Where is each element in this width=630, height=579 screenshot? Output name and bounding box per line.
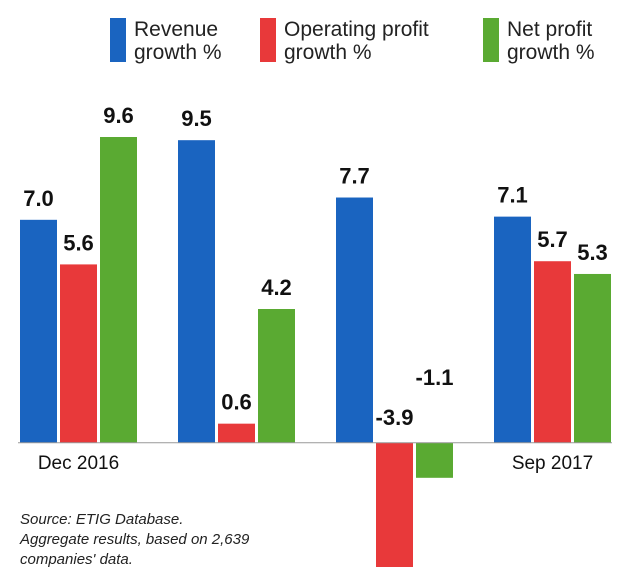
source-note: Source: ETIG Database. Aggregate results… <box>20 511 250 568</box>
value-label: -3.9 <box>376 405 414 430</box>
value-label: 9.5 <box>181 106 212 131</box>
bar <box>20 219 57 443</box>
legend-item: Net profit growth % <box>483 18 617 64</box>
value-label: 4.2 <box>261 275 292 300</box>
legend-label: Operating profit growth % <box>284 18 429 64</box>
bar <box>534 261 571 443</box>
bar <box>258 309 295 443</box>
value-label: 0.6 <box>221 390 252 415</box>
x-tick-label: Sep 2017 <box>512 453 593 474</box>
value-label: -1.1 <box>416 365 454 390</box>
bar <box>100 137 137 443</box>
value-label: 5.3 <box>577 240 608 265</box>
bar <box>494 216 531 443</box>
legend-item: Revenue growth % <box>110 18 264 64</box>
legend-swatch <box>483 18 499 62</box>
legend-item: Operating profit growth % <box>260 18 474 64</box>
legend-swatch <box>110 18 126 62</box>
bar <box>574 273 611 443</box>
bar <box>218 423 255 443</box>
bar <box>60 264 97 443</box>
value-label: 5.6 <box>63 230 94 255</box>
value-label: 7.0 <box>23 186 54 211</box>
bar <box>178 140 215 443</box>
bar <box>416 442 453 478</box>
legend-label: Revenue growth % <box>134 18 222 64</box>
x-tick-label: Dec 2016 <box>38 453 119 474</box>
value-label: 7.7 <box>339 164 370 189</box>
value-label: 9.6 <box>103 103 134 128</box>
value-label: 7.1 <box>497 183 528 208</box>
legend-label: Net profit growth % <box>507 18 595 64</box>
bar <box>336 197 373 443</box>
value-label: 5.7 <box>537 227 568 252</box>
bar <box>376 442 413 567</box>
legend-swatch <box>260 18 276 62</box>
